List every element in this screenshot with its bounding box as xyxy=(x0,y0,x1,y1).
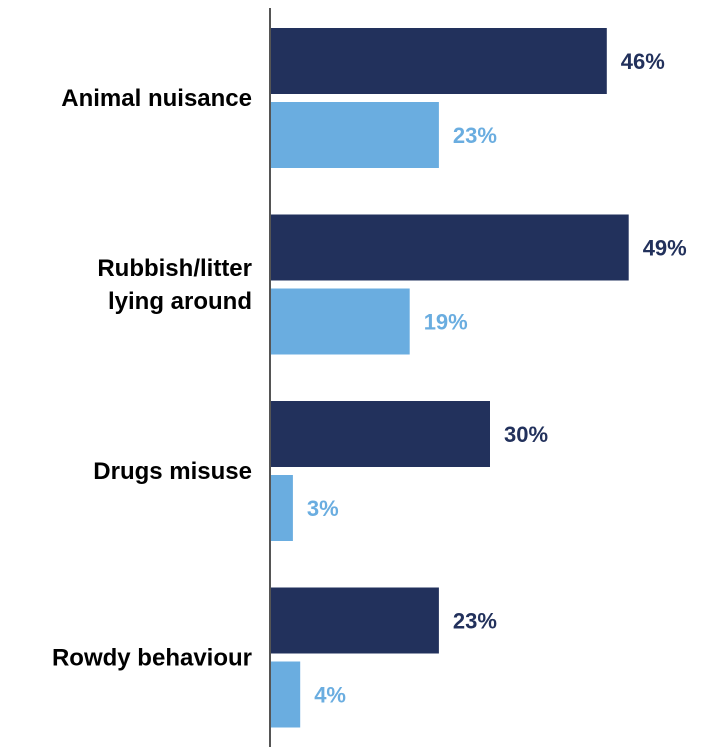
bar-series2-cat1 xyxy=(271,102,439,168)
data-label-series1-cat2: 49% xyxy=(643,236,687,261)
bar-series2-cat3 xyxy=(271,475,293,541)
bar-series1-cat4 xyxy=(271,587,439,654)
labels-layer: 46% 23% Animal nuisance 49% 19% Rubbish/litte… xyxy=(52,49,687,708)
bar-series1-cat2 xyxy=(271,214,629,281)
data-label-series2-cat2: 19% xyxy=(424,310,468,335)
data-label-series1-cat3: 30% xyxy=(504,422,548,447)
category-label-3: Drugs misuse xyxy=(93,458,252,485)
data-label-series2-cat1: 23% xyxy=(453,123,497,148)
data-label-series2-cat4: 4% xyxy=(314,683,346,708)
bars-layer xyxy=(271,28,629,728)
bar-series2-cat4 xyxy=(271,661,301,728)
bar-series1-cat1 xyxy=(271,28,607,94)
category-label-2-line2: lying around xyxy=(108,288,252,315)
bar-series2-cat2 xyxy=(271,288,410,355)
category-label-2-line1: Rubbish/litter xyxy=(97,255,252,282)
bar-series1-cat3 xyxy=(271,401,490,467)
data-label-series1-cat4: 23% xyxy=(453,609,497,634)
data-label-series1-cat1: 46% xyxy=(621,49,665,74)
data-label-series2-cat3: 3% xyxy=(307,496,339,521)
category-label-4: Rowdy behaviour xyxy=(52,645,252,672)
category-label-1: Animal nuisance xyxy=(61,85,252,112)
